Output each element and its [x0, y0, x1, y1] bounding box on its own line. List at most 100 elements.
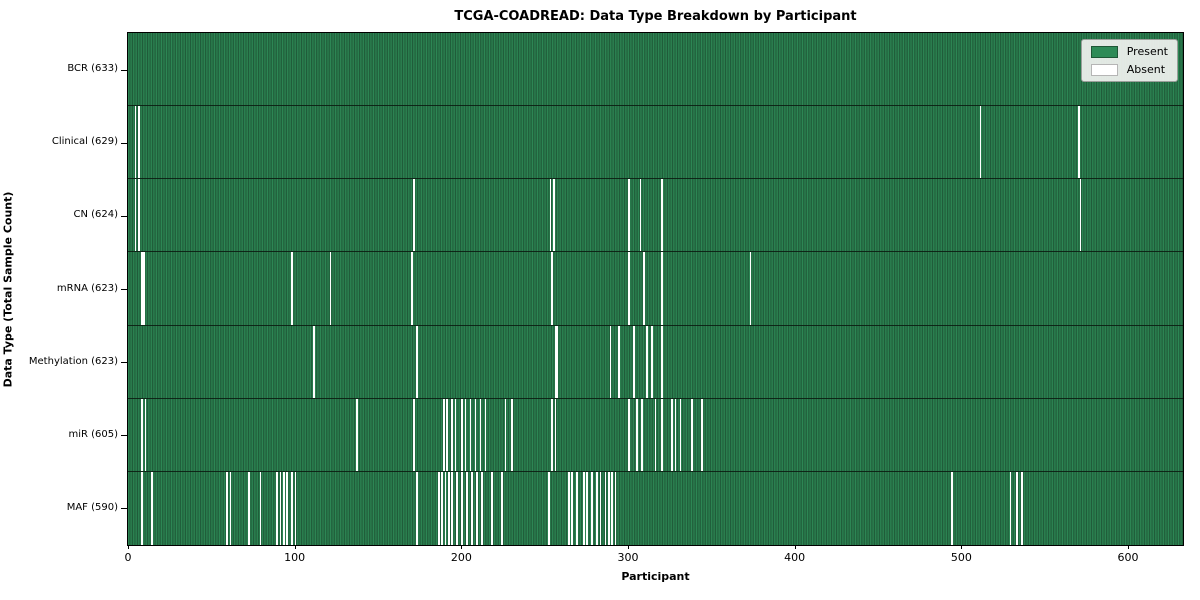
absent-stripe	[548, 471, 550, 545]
absent-stripe	[229, 471, 232, 545]
absent-stripe	[554, 398, 557, 471]
absent-stripe	[456, 471, 459, 545]
y-tick-label-Methylation: Methylation (623)	[28, 355, 118, 367]
absent-stripe	[451, 398, 454, 471]
y-tick-label-mRNA: mRNA (623)	[56, 282, 118, 294]
absent-stripe	[636, 398, 639, 471]
absent-stripe	[416, 325, 419, 398]
absent-stripe	[151, 471, 154, 545]
absent-stripe	[639, 179, 642, 252]
legend-item-present: Present	[1090, 45, 1168, 58]
absent-stripe	[749, 252, 752, 325]
x-tick	[1128, 545, 1129, 549]
absent-stripe	[641, 398, 644, 471]
legend-label-absent: Absent	[1126, 63, 1166, 76]
y-tick-label-MAF: MAF (590)	[66, 501, 118, 513]
x-tick	[961, 545, 963, 549]
absent-stripe	[484, 398, 487, 471]
absent-stripe	[283, 471, 285, 545]
x-tick-label: 300	[617, 551, 639, 564]
absent-stripe	[661, 179, 664, 252]
absent-stripe	[1078, 106, 1080, 179]
legend: Present Absent	[1080, 39, 1178, 82]
absent-stripe	[441, 471, 444, 545]
y-tick	[121, 435, 127, 437]
absent-stripe	[1016, 471, 1019, 545]
absent-stripe	[313, 325, 315, 398]
absent-stripe	[141, 398, 144, 471]
absent-stripe	[143, 252, 145, 325]
absent-stripe	[134, 106, 137, 179]
absent-stripe	[661, 325, 664, 398]
absent-stripe	[501, 471, 504, 545]
absent-stripe	[591, 471, 594, 545]
absent-stripe	[474, 398, 477, 471]
x-tick	[461, 545, 463, 549]
absent-stripe	[551, 252, 554, 325]
absent-stripe	[411, 252, 414, 325]
absent-stripe	[614, 471, 617, 545]
absent-stripe	[279, 471, 282, 545]
x-tick	[128, 545, 129, 549]
absent-stripe	[701, 398, 704, 471]
absent-stripe	[464, 398, 467, 471]
absent-stripe	[661, 252, 664, 325]
absent-stripe	[469, 398, 472, 471]
heatmap-row-Methylation	[128, 325, 1183, 399]
y-tick	[121, 289, 127, 290]
absent-stripe	[438, 471, 440, 545]
plot-area	[127, 32, 1184, 546]
absent-stripe	[599, 471, 602, 545]
absent-stripe	[141, 252, 144, 325]
absent-stripe	[448, 471, 450, 545]
absent-stripe	[611, 471, 614, 545]
x-tick	[628, 545, 629, 549]
y-tick-label-BCR: BCR (633)	[67, 63, 118, 75]
absent-stripe	[491, 471, 494, 545]
y-tick	[121, 215, 127, 217]
absent-stripe	[356, 398, 359, 471]
absent-stripe	[443, 398, 445, 471]
y-tick	[121, 508, 127, 510]
legend-item-absent: Absent	[1090, 63, 1168, 76]
absent-stripe	[444, 471, 447, 545]
absent-stripe	[138, 179, 140, 252]
absent-stripe	[979, 106, 982, 179]
absent-stripe	[661, 398, 664, 471]
legend-label-present: Present	[1126, 45, 1168, 58]
heatmap-row-Clinical	[128, 106, 1183, 180]
x-tick	[794, 545, 796, 549]
absent-stripe	[134, 179, 137, 252]
absent-stripe	[618, 325, 620, 398]
heatmap-row-mRNA	[128, 252, 1183, 326]
absent-stripe	[609, 325, 612, 398]
y-tick	[121, 69, 127, 71]
y-tick	[121, 142, 127, 144]
absent-stripe	[504, 398, 507, 471]
present-swatch-icon	[1090, 45, 1118, 58]
absent-stripe	[286, 471, 289, 545]
absent-stripe	[646, 325, 649, 398]
absent-stripe	[413, 179, 415, 252]
x-tick-label: 500	[950, 551, 972, 564]
absent-stripe	[259, 471, 262, 545]
x-tick-label: 100	[284, 551, 306, 564]
absent-stripe	[144, 398, 147, 471]
y-tick	[121, 362, 127, 364]
absent-stripe	[461, 471, 464, 545]
absent-stripe	[248, 471, 250, 545]
x-tick-label: 400	[784, 551, 806, 564]
x-tick-label: 0	[124, 551, 132, 564]
x-tick	[294, 545, 296, 549]
absent-stripe	[413, 398, 415, 471]
x-axis-label: Participant	[621, 570, 690, 583]
absent-stripe	[416, 471, 419, 545]
absent-stripe	[679, 398, 682, 471]
absent-stripe	[628, 179, 630, 252]
absent-stripe	[568, 471, 570, 545]
absent-stripe	[951, 471, 954, 545]
absent-stripe	[633, 325, 635, 398]
absent-stripe	[553, 179, 555, 252]
heatmap-row-MAF	[128, 471, 1183, 545]
